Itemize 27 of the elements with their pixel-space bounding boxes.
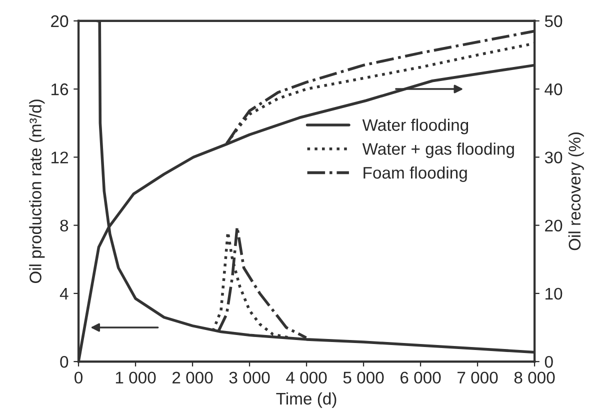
x-tick-label: 4 000: [286, 372, 327, 384]
x-axis-title: Time (d): [276, 392, 336, 408]
x-tick-label: 0: [74, 372, 83, 384]
legend-label: Foam flooding: [364, 166, 467, 182]
y-tick-label: 20: [51, 15, 68, 28]
y-tick-label: 0: [60, 356, 68, 368]
y2-tick-label: 40: [544, 83, 562, 96]
y2-tick-label: 10: [546, 288, 562, 300]
y2-axis-title: Oil recovery (%): [568, 132, 584, 250]
y-tick-label: 12: [52, 152, 68, 164]
y-tick-label: 16: [52, 83, 68, 96]
y-tick-label: 4: [60, 288, 68, 300]
y-tick-label: 8: [60, 220, 68, 232]
y2-tick-label: 0: [544, 356, 553, 368]
x-tick-label: 1 000: [116, 372, 156, 384]
x-tick-label: 7 000: [458, 372, 498, 384]
y2-tick-label: 20: [545, 220, 562, 232]
legend-label: Water flooding: [362, 118, 468, 134]
x-tick-label: 2 000: [172, 372, 213, 384]
x-tick-label: 5 000: [343, 372, 384, 384]
x-tick-label: 3 000: [229, 372, 270, 384]
y2-tick-label: 50: [544, 15, 562, 28]
y2-tick-label: 30: [544, 152, 562, 164]
x-tick-label: 8 000: [514, 372, 555, 384]
x-tick-label: 6 000: [400, 372, 441, 384]
legend-label: Water + gas flooding: [362, 142, 514, 158]
y-axis-title: Oil production rate (m³/d): [29, 100, 45, 284]
